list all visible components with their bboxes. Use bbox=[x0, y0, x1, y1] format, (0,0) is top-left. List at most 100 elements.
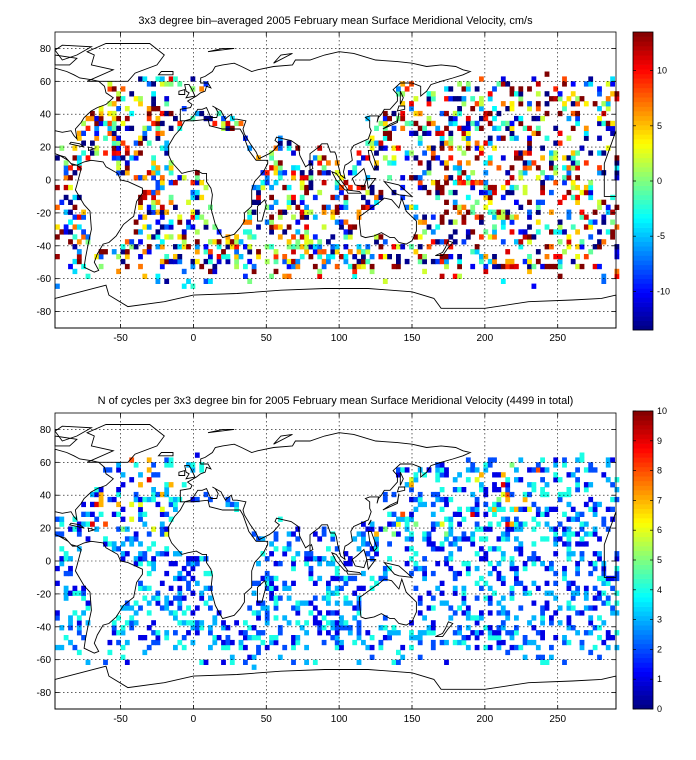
bin-cell bbox=[155, 472, 161, 478]
bin-cell bbox=[597, 244, 602, 250]
bin-cell bbox=[55, 610, 60, 616]
bin-cell bbox=[430, 526, 436, 532]
bin-cell bbox=[94, 150, 100, 156]
bin-cell bbox=[417, 610, 423, 616]
bin-cell bbox=[243, 219, 248, 225]
bin-cell bbox=[173, 575, 178, 582]
bin-cell bbox=[588, 561, 594, 567]
bin-cell bbox=[492, 106, 497, 112]
bin-cell bbox=[229, 501, 235, 508]
bin-cell bbox=[330, 590, 336, 596]
bin-cell bbox=[269, 224, 274, 230]
bin-cell bbox=[544, 71, 550, 77]
bin-cell bbox=[181, 610, 187, 616]
bin-cell bbox=[308, 551, 314, 557]
bin-cell bbox=[557, 273, 563, 279]
bin-cell bbox=[444, 125, 449, 131]
bin-cell bbox=[601, 570, 607, 577]
landmass-outline bbox=[273, 433, 293, 445]
bin-cell bbox=[452, 239, 458, 245]
bin-cell bbox=[483, 170, 489, 176]
bin-cell bbox=[186, 244, 191, 250]
bin-cell bbox=[566, 189, 572, 196]
bin-cell bbox=[72, 610, 78, 616]
bin-cell bbox=[496, 639, 502, 646]
bin-cell bbox=[164, 551, 170, 557]
colorbar-tick-label: 7 bbox=[657, 495, 662, 505]
bin-cell bbox=[592, 511, 598, 517]
bin-cell bbox=[181, 283, 187, 289]
bin-cell bbox=[339, 615, 344, 621]
bin-cell bbox=[68, 239, 73, 245]
bin-cell bbox=[588, 180, 594, 186]
bin-cell bbox=[352, 263, 358, 270]
bin-cell bbox=[181, 635, 187, 641]
bin-cell bbox=[256, 635, 261, 641]
bin-cell bbox=[592, 531, 598, 537]
bin-cell bbox=[124, 600, 130, 606]
bin-cell bbox=[238, 644, 244, 651]
bin-cell bbox=[535, 229, 541, 235]
bin-cell bbox=[133, 610, 139, 616]
bin-cell bbox=[304, 644, 309, 651]
bin-cell bbox=[439, 140, 445, 146]
bin-cell bbox=[273, 575, 279, 582]
bin-cell bbox=[317, 254, 323, 260]
bin-cell bbox=[229, 125, 235, 131]
bin-cell bbox=[409, 620, 414, 626]
bin-cell bbox=[549, 96, 554, 102]
bin-cell bbox=[312, 244, 318, 250]
colorbar-swatch bbox=[633, 471, 653, 477]
bin-cell bbox=[387, 635, 392, 641]
bin-cell bbox=[409, 536, 414, 542]
bin-cell bbox=[164, 462, 170, 468]
bin-cell bbox=[120, 541, 126, 547]
bin-cell bbox=[308, 600, 314, 606]
bin-cell bbox=[417, 595, 423, 601]
bin-cell bbox=[146, 625, 152, 631]
bin-cell bbox=[452, 229, 458, 235]
bin-cell bbox=[479, 526, 484, 532]
bin-cell bbox=[518, 605, 524, 611]
colorbar-swatch bbox=[633, 671, 653, 677]
bin-cell bbox=[59, 516, 65, 522]
bin-cell bbox=[321, 526, 327, 532]
bin-cell bbox=[216, 239, 222, 245]
bin-cell bbox=[81, 214, 86, 220]
bin-cell bbox=[496, 546, 502, 552]
bin-cell bbox=[151, 165, 156, 171]
bin-cell bbox=[435, 224, 441, 230]
bin-cell bbox=[203, 258, 209, 265]
colorbar-swatch bbox=[633, 411, 653, 416]
bin-cell bbox=[610, 194, 615, 201]
bin-cell bbox=[138, 585, 143, 591]
bin-cell bbox=[186, 561, 191, 567]
bin-cell bbox=[208, 268, 213, 275]
bin-cell bbox=[326, 580, 331, 586]
bin-cell bbox=[583, 184, 589, 191]
bin-cell bbox=[452, 180, 458, 186]
bin-cell bbox=[299, 184, 305, 191]
bin-cell bbox=[155, 130, 161, 136]
bin-cell bbox=[597, 239, 602, 245]
bin-cell bbox=[203, 585, 209, 591]
bin-cell bbox=[505, 81, 511, 87]
bin-cell bbox=[457, 506, 462, 512]
bin-cell bbox=[151, 120, 156, 127]
bin-cell bbox=[505, 214, 511, 220]
bin-cell bbox=[343, 219, 349, 225]
bin-cell bbox=[457, 258, 462, 265]
bin-cell bbox=[439, 546, 445, 552]
bin-cell bbox=[592, 551, 598, 557]
bin-cell bbox=[470, 615, 476, 621]
bin-cell bbox=[470, 506, 476, 512]
bin-cell bbox=[63, 585, 69, 591]
bin-cell bbox=[68, 199, 73, 205]
bin-cell bbox=[334, 244, 340, 250]
bin-cell bbox=[461, 96, 467, 102]
bin-cell bbox=[72, 194, 78, 201]
bin-cell bbox=[527, 125, 532, 131]
bin-cell bbox=[409, 644, 414, 651]
bin-cell bbox=[583, 541, 589, 547]
bin-cell bbox=[304, 204, 309, 210]
